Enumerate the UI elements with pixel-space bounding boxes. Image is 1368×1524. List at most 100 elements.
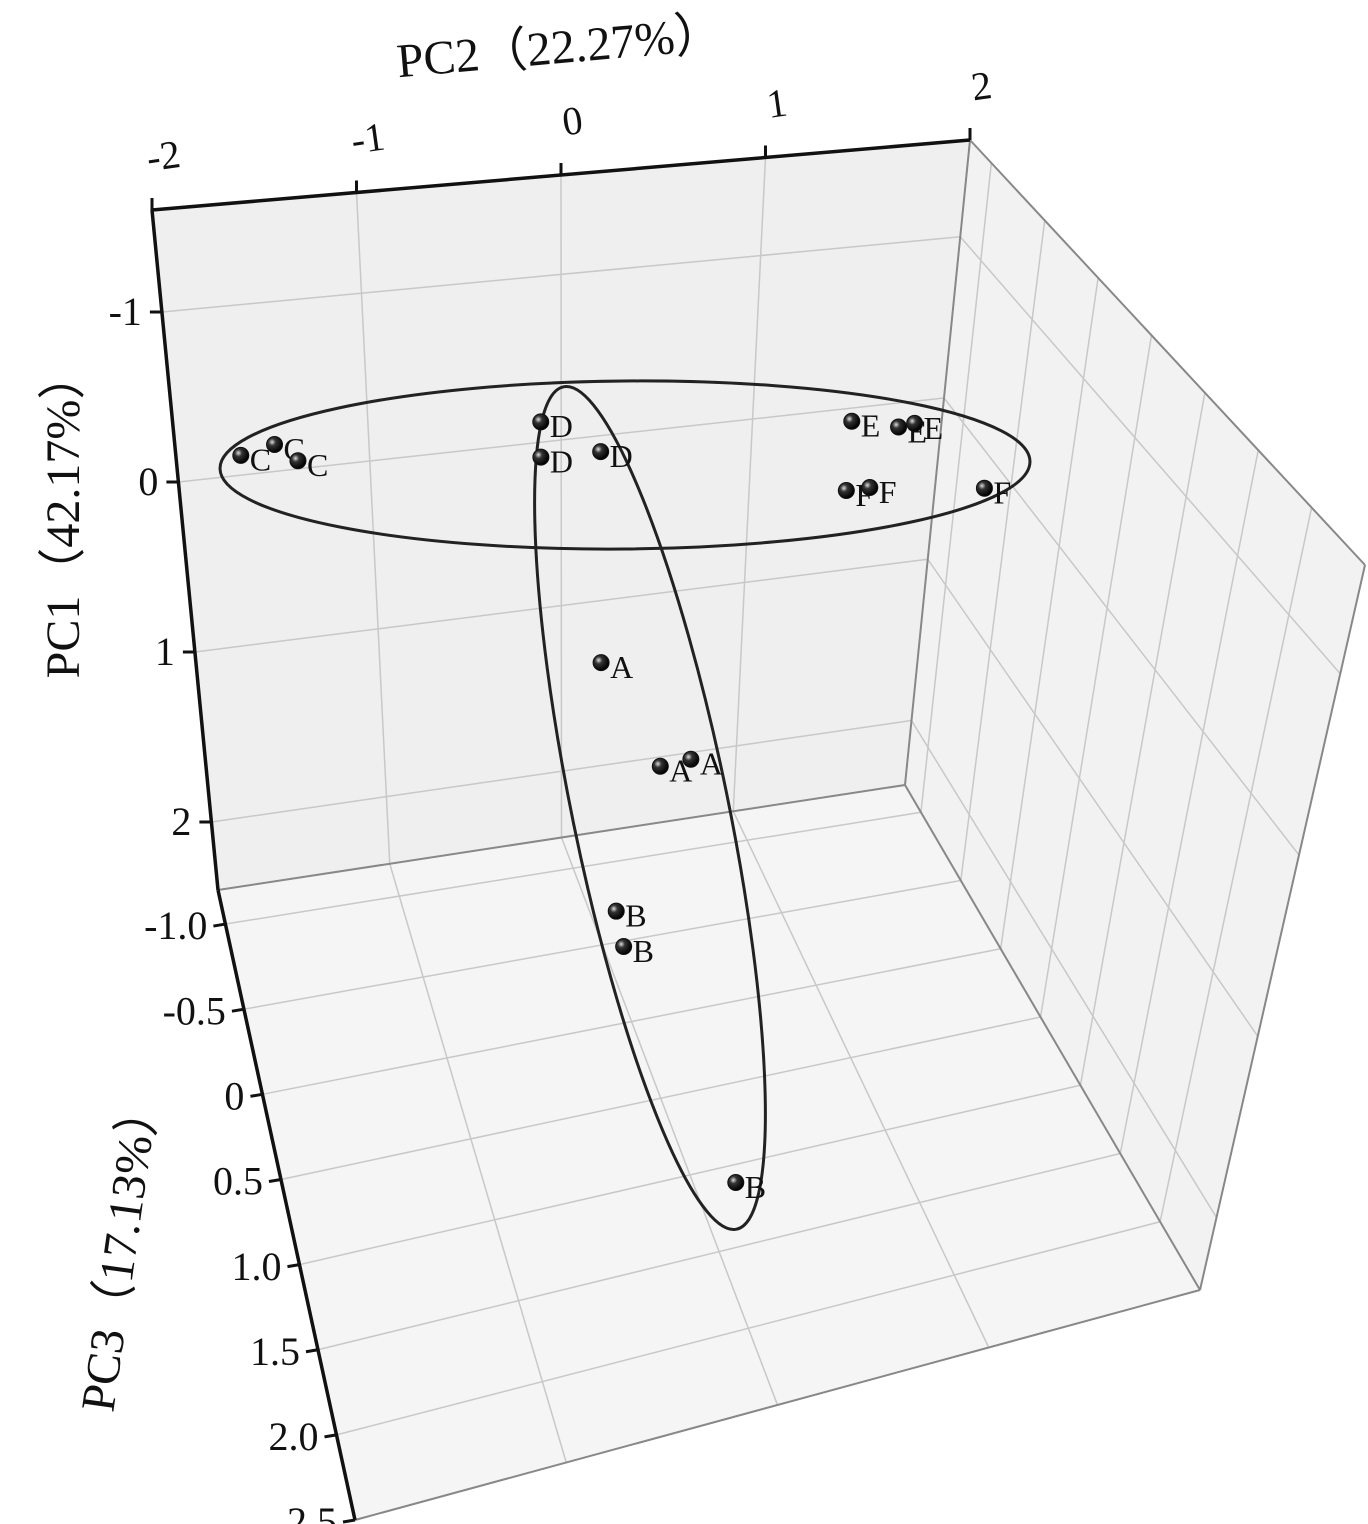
points: AAABBBCCCDDDEEEFFF: [232, 408, 1011, 1205]
point-label: E: [924, 410, 944, 446]
point-label: F: [879, 474, 897, 510]
grid-line: [960, 220, 1046, 881]
z-tick-label: 2.5: [287, 1499, 337, 1524]
point-label: B: [625, 898, 646, 934]
point-label: D: [610, 438, 633, 474]
point: [289, 452, 307, 470]
grid-line: [280, 1016, 1041, 1181]
tick-mark: [305, 1348, 319, 1354]
z-tick-label: 1.0: [231, 1244, 281, 1289]
y-axis-title: PC1（42.17%）: [37, 352, 90, 679]
grid-line: [336, 1221, 1161, 1436]
tick-mark: [250, 1092, 263, 1098]
box-edge: [217, 784, 906, 891]
point-label: E: [861, 408, 881, 444]
x-tick-label: -2: [144, 131, 183, 180]
box-edge: [354, 1289, 1201, 1521]
grid-line: [732, 810, 990, 1348]
grid-line: [317, 1152, 1121, 1351]
point: [682, 750, 700, 768]
box-edge: [969, 139, 1366, 566]
grid-line: [355, 192, 391, 864]
y-tick-label: 2: [171, 799, 191, 844]
tick-mark: [231, 1007, 245, 1013]
box-edge: [150, 209, 220, 891]
x-tick-label: 2: [968, 62, 994, 109]
point-label: C: [250, 442, 271, 478]
point-label: C: [307, 447, 328, 483]
grid-line: [943, 397, 1300, 856]
x-tick-label: 0: [559, 97, 585, 144]
tick-mark: [287, 1263, 300, 1269]
point: [592, 654, 610, 672]
grid-line: [927, 558, 1259, 1037]
box-edge: [904, 784, 1201, 1291]
grid-line: [389, 863, 567, 1463]
y-tick-label: -1: [109, 289, 142, 334]
point: [615, 937, 633, 955]
cluster-ellipse: [218, 379, 1032, 551]
box-edge: [1199, 564, 1366, 1291]
cluster-ellipse: [533, 384, 767, 1232]
y-tick-label: 1: [155, 629, 175, 674]
point: [592, 443, 610, 461]
point: [837, 482, 855, 500]
grid-line: [1159, 507, 1313, 1222]
grid-line: [262, 948, 1001, 1096]
grid-line: [1039, 335, 1153, 1018]
point: [532, 448, 550, 466]
z-tick-label: 2.0: [268, 1414, 318, 1459]
z-axis-title: PC3（17.13%）: [72, 1084, 170, 1415]
y-tick-label: 0: [138, 459, 158, 504]
wall: [905, 140, 1365, 1290]
grid-line: [299, 1084, 1081, 1266]
point: [975, 479, 993, 497]
grid-line: [959, 236, 1341, 675]
point: [727, 1173, 745, 1191]
z-tick-label: -0.5: [163, 988, 226, 1033]
point: [890, 418, 908, 436]
grid-line: [732, 157, 767, 812]
grid-line: [178, 397, 945, 483]
point-label: F: [993, 475, 1011, 511]
tick-mark: [324, 1433, 337, 1439]
x-tick-label: -1: [348, 114, 387, 163]
point-label: D: [550, 408, 573, 444]
grid-line: [211, 719, 912, 823]
point: [532, 413, 550, 431]
grid-line: [999, 277, 1099, 949]
point: [843, 412, 861, 430]
wall: [218, 785, 1200, 1520]
point: [266, 436, 284, 454]
grid-line: [1119, 449, 1259, 1154]
grid-line: [161, 236, 961, 313]
z-tick-label: -1.0: [144, 903, 207, 948]
tick-mark: [213, 922, 226, 928]
grid-line: [194, 558, 928, 653]
grid-line: [560, 174, 563, 838]
point: [906, 414, 924, 432]
walls: [152, 140, 1365, 1520]
point: [232, 446, 250, 464]
tick-mark: [342, 1518, 356, 1524]
box-edge: [904, 139, 971, 786]
grid-line: [1079, 392, 1206, 1086]
point-label: D: [550, 444, 573, 480]
tick-mark: [268, 1177, 282, 1183]
point-label: B: [633, 933, 654, 969]
z-tick-label: 0.5: [213, 1159, 263, 1204]
x-axis-title: PC2（22.27%）: [395, 7, 725, 88]
point-label: B: [745, 1169, 766, 1205]
z-tick-label: 1.5: [250, 1329, 300, 1374]
point: [651, 757, 669, 775]
point-label: A: [700, 746, 723, 782]
grid-line: [910, 720, 1218, 1218]
point: [607, 902, 625, 920]
point: [861, 479, 879, 497]
point-label: A: [610, 649, 633, 685]
x-tick-label: 1: [764, 80, 790, 127]
box-edge: [216, 889, 357, 1521]
grid-line: [920, 162, 993, 813]
grid-line: [225, 811, 922, 925]
